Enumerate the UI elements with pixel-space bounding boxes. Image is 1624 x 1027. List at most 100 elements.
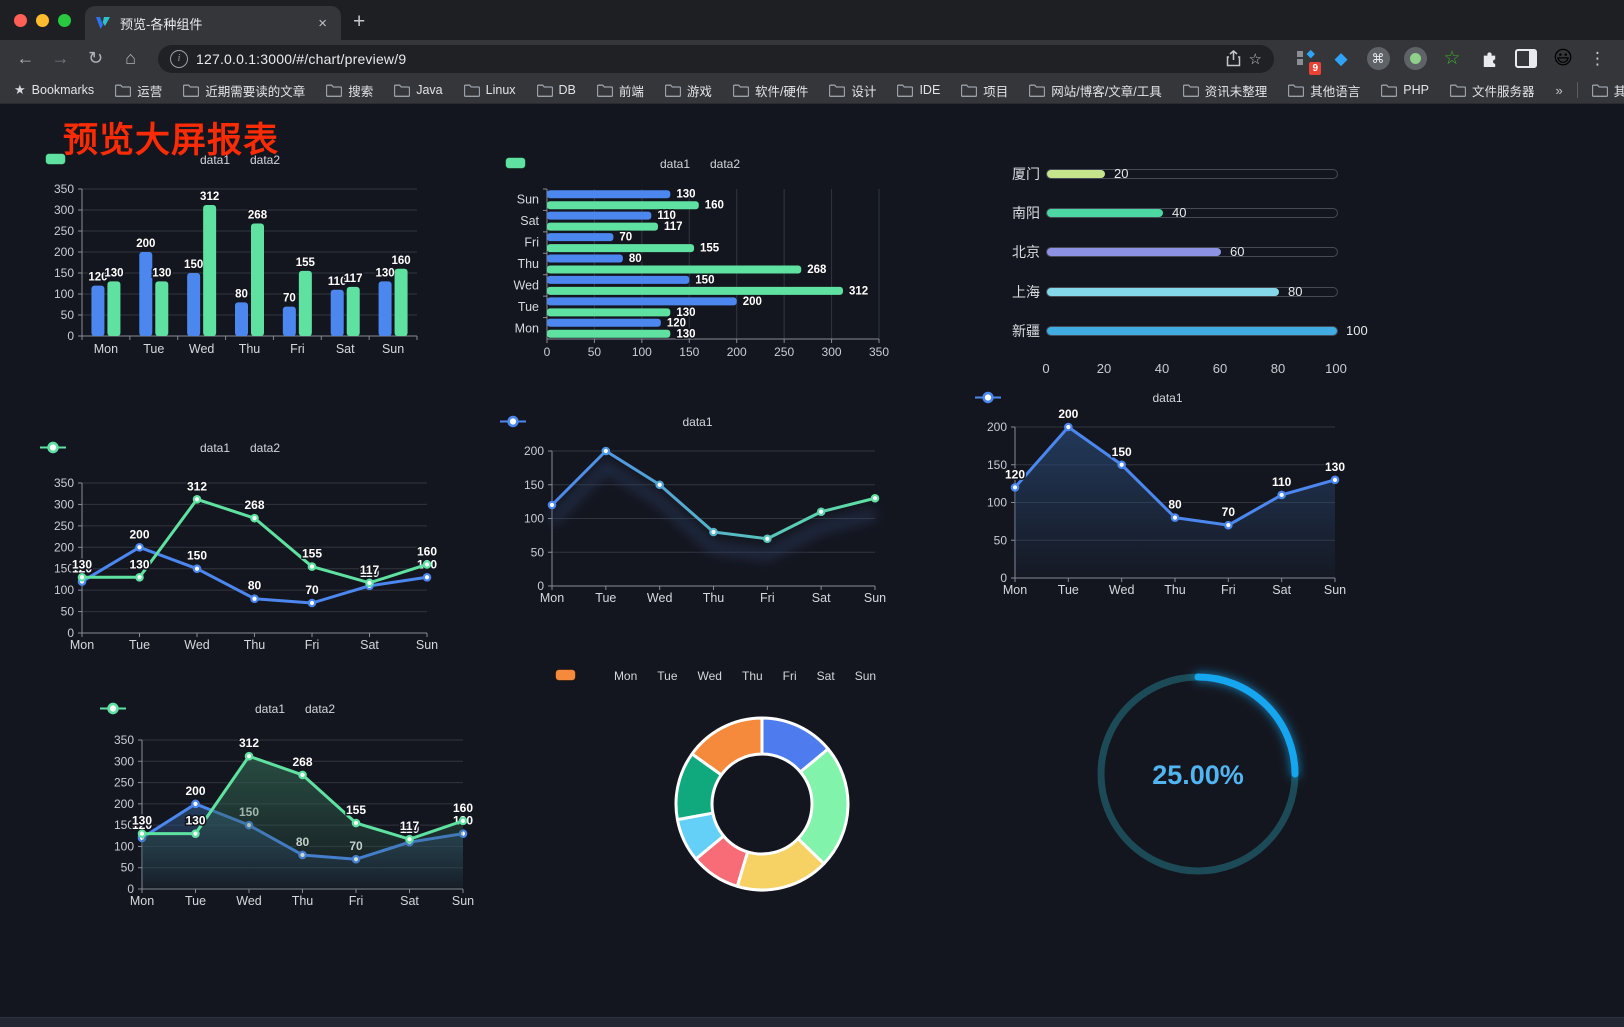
bookmark-star-icon[interactable]: ☆	[1248, 50, 1262, 68]
legend-item[interactable]: data2	[45, 153, 280, 167]
legend-item[interactable]: data1	[40, 441, 230, 455]
svg-text:Sun: Sun	[517, 193, 539, 207]
new-tab-button[interactable]: +	[353, 10, 366, 33]
legend-item[interactable]: Tue	[555, 669, 678, 683]
chart-canvas-line-two[interactable]: 0 50 100 150 200 250 300 350 Mon Tue Wed Thu Fri Sat S…	[40, 441, 440, 664]
page-info-icon[interactable]: i	[170, 49, 188, 68]
zoom-window-button[interactable]	[58, 13, 71, 27]
forward-icon[interactable]: →	[51, 48, 70, 68]
extension-puzzle-icon[interactable]	[1477, 47, 1501, 71]
progress-row[interactable]: 北京 60	[1000, 243, 1348, 261]
svg-text:268: 268	[807, 264, 827, 276]
svg-text:130: 130	[676, 307, 695, 319]
bookmark-folder[interactable]: Java	[394, 81, 443, 100]
legend-item[interactable]: Sat	[555, 669, 835, 683]
svg-text:150: 150	[695, 274, 714, 286]
legend-item[interactable]: data1	[500, 415, 713, 429]
bookmark-folder[interactable]: 设计	[829, 81, 876, 100]
svg-text:Thu: Thu	[1164, 583, 1186, 597]
bookmark-folder[interactable]: Linux	[463, 81, 516, 100]
extension-grid-icon[interactable]: ◆ 9	[1292, 47, 1321, 75]
progress-row[interactable]: 南阳 40	[1000, 204, 1348, 222]
chart-canvas-gauge[interactable]: 25.00%	[1088, 664, 1308, 884]
legend-item[interactable]: data1	[45, 153, 230, 167]
bookmark-folder[interactable]: 游戏	[664, 81, 712, 100]
back-icon[interactable]: ←	[16, 48, 35, 68]
svg-text:312: 312	[187, 479, 207, 493]
svg-text:110: 110	[1272, 475, 1292, 489]
progress-fill	[1047, 209, 1163, 217]
svg-text:Mon: Mon	[1003, 583, 1027, 597]
svg-text:Fri: Fri	[349, 894, 364, 908]
legend-item[interactable]: Fri	[555, 669, 797, 683]
svg-text:120: 120	[72, 562, 92, 576]
chart-bar-horizontal: 0 50 100 150 200 250 300 350 Sun 130 160 Sat 110 117 F…	[505, 151, 895, 369]
svg-text:200: 200	[129, 527, 149, 541]
chart-line-gradient: 0 50 100 150 200 Mon Tue Wed Thu Fri Sat Sun data1	[500, 401, 895, 621]
svg-text:300: 300	[54, 203, 74, 217]
extension-star-icon[interactable]: ☆	[1443, 48, 1461, 69]
bookmark-folder[interactable]: 文件服务器	[1449, 81, 1534, 100]
progress-row[interactable]: 新疆 100	[1000, 322, 1368, 340]
profile-avatar[interactable]: 😃	[1553, 48, 1573, 69]
chart-canvas-bar-vertical[interactable]: 050100150200250300350Mon120130Tue200130W…	[45, 151, 435, 366]
bookmarks-overflow-icon[interactable]: »	[1555, 82, 1563, 98]
svg-text:268: 268	[292, 755, 312, 769]
legend-item[interactable]: Thu	[555, 669, 763, 683]
legend-item[interactable]: data1	[505, 157, 690, 171]
svg-text:150: 150	[184, 259, 203, 271]
address-bar[interactable]: i 127.0.0.1:3000/#/chart/preview/9 ☆	[158, 44, 1274, 73]
bookmark-folder[interactable]: 近期需要读的文章	[183, 81, 305, 100]
extension-gem-icon[interactable]: ◆	[1334, 48, 1348, 68]
progress-fill	[1047, 170, 1105, 178]
svg-text:Thu: Thu	[244, 638, 266, 652]
legend-item[interactable]: data2	[505, 157, 740, 171]
bookmark-folder[interactable]: 软件/硬件	[732, 81, 808, 100]
share-icon[interactable]	[1226, 50, 1241, 67]
chart-canvas-area-single[interactable]: 0 50 100 150 200 Mon Tue Wed Thu Fri Sat Sun 120 200 1…	[975, 391, 1360, 616]
chart-canvas-donut[interactable]	[555, 659, 935, 924]
reload-icon[interactable]: ↻	[87, 48, 104, 68]
legend-item[interactable]: data1	[100, 702, 285, 716]
extension-command-icon[interactable]: ⌘	[1366, 47, 1390, 71]
svg-text:150: 150	[187, 549, 207, 563]
chart-canvas-area-two[interactable]: 0 50 100 150 200 250 300 350 Mon Tue Wed Thu Fri Sat S…	[100, 676, 490, 908]
bookmark-folder[interactable]: DB	[536, 81, 576, 100]
url-text[interactable]: 127.0.0.1:3000/#/chart/preview/9	[196, 50, 407, 67]
svg-text:117: 117	[344, 273, 363, 285]
chart-canvas-line-gradient[interactable]: 0 50 100 150 200 Mon Tue Wed Thu Fri Sat Sun	[500, 401, 895, 621]
legend-item[interactable]: data2	[100, 702, 335, 716]
close-window-button[interactable]	[14, 13, 27, 27]
progress-row[interactable]: 上海 80	[1000, 283, 1348, 301]
svg-text:160: 160	[453, 801, 473, 815]
browser-tab[interactable]: 预览-各种组件 ×	[85, 6, 341, 40]
side-panel-icon[interactable]	[1514, 47, 1538, 71]
other-bookmarks-folder[interactable]: 其他书签	[1591, 81, 1624, 100]
svg-text:117: 117	[360, 563, 380, 577]
bookmark-folder[interactable]: 搜索	[326, 81, 373, 100]
progress-row[interactable]: 厦门 20	[1000, 165, 1348, 183]
legend-item[interactable]: Mon	[555, 669, 637, 683]
bookmark-folder[interactable]: 网站/博客/文章/工具	[1029, 81, 1162, 100]
legend-item[interactable]: Sun	[555, 669, 876, 683]
bookmark-folder[interactable]: 项目	[961, 81, 1008, 100]
bookmark-folder[interactable]: 前端	[596, 81, 644, 100]
bookmark-folder[interactable]: 其他语言	[1288, 81, 1360, 100]
bookmark-folder[interactable]: PHP	[1381, 81, 1429, 100]
progress-value: 40	[1172, 205, 1187, 220]
minimize-window-button[interactable]	[36, 13, 49, 27]
bookmarks-manager[interactable]: ★ Bookmarks	[14, 82, 94, 98]
extension-record-icon[interactable]	[1403, 47, 1427, 71]
legend-item[interactable]: data1	[975, 391, 1183, 405]
bookmark-folder[interactable]: 运营	[115, 81, 162, 100]
legend-item[interactable]: Wed	[555, 669, 722, 683]
bookmark-folder[interactable]: IDE	[897, 81, 940, 100]
home-icon[interactable]: ⌂	[125, 48, 136, 68]
browser-menu-icon[interactable]: ⋮	[1589, 48, 1606, 68]
legend-item[interactable]: data2	[40, 441, 280, 455]
svg-text:Mon: Mon	[130, 894, 154, 908]
svg-text:Sat: Sat	[360, 638, 379, 652]
bookmark-folder[interactable]: 资讯未整理	[1182, 81, 1267, 100]
tab-close-icon[interactable]: ×	[318, 14, 327, 32]
